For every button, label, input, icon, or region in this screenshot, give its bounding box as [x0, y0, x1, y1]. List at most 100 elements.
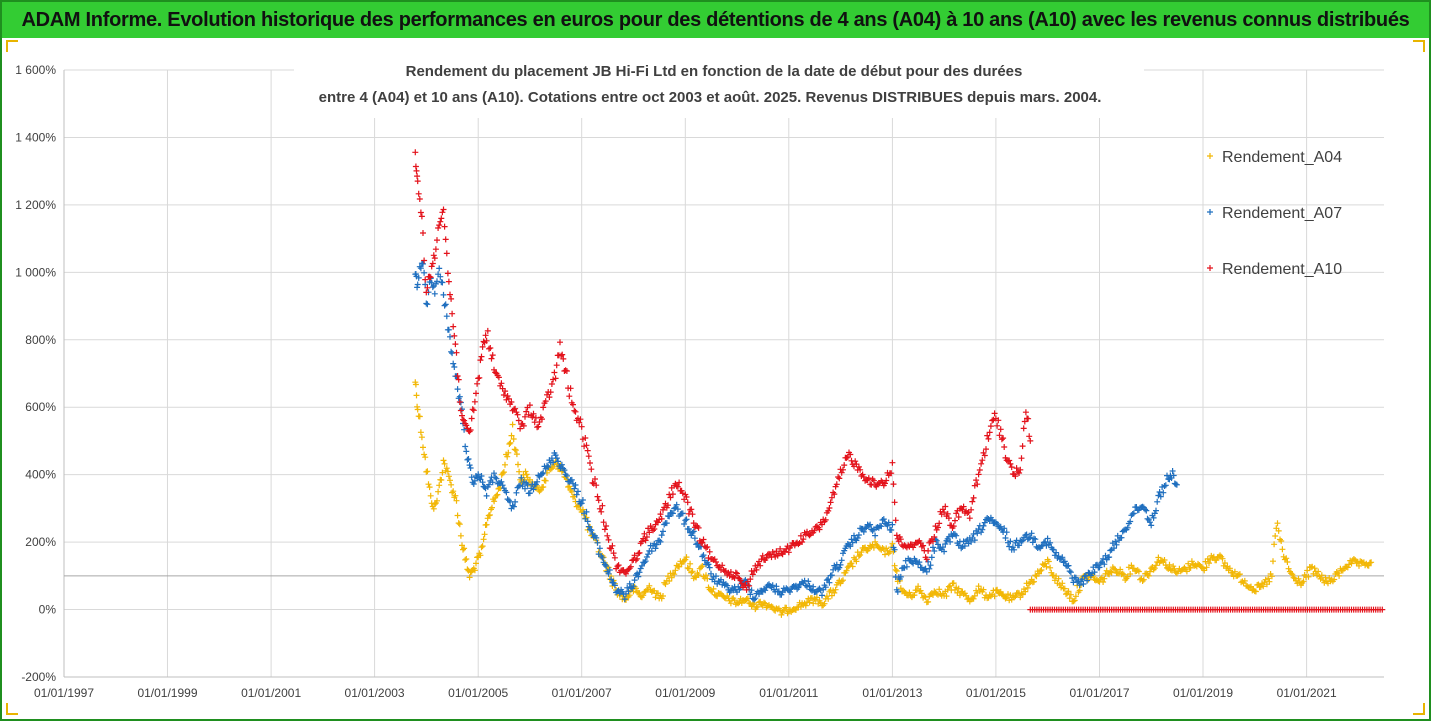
data-point [822, 516, 829, 523]
data-point [536, 488, 543, 495]
data-point [997, 426, 1004, 433]
data-point [1130, 510, 1137, 517]
data-point [1028, 530, 1035, 537]
data-point [665, 502, 671, 509]
data-point [461, 426, 468, 433]
data-point [674, 483, 681, 490]
data-point [1067, 569, 1074, 576]
data-point [657, 538, 664, 545]
data-point [870, 477, 877, 484]
data-point [1101, 561, 1108, 568]
data-point [492, 369, 499, 376]
data-point [884, 522, 891, 529]
data-point [872, 532, 879, 539]
data-point [1260, 583, 1267, 590]
data-point [588, 466, 595, 473]
data-point [558, 461, 565, 468]
data-point [660, 593, 666, 599]
data-point [865, 522, 872, 529]
data-point [917, 587, 924, 594]
data-point [1079, 576, 1086, 583]
data-point [513, 489, 520, 496]
data-point [638, 562, 645, 569]
data-point [985, 435, 992, 442]
data-point [420, 444, 426, 451]
data-point [461, 545, 468, 552]
data-point [480, 536, 487, 543]
data-point [468, 474, 475, 481]
data-point [462, 556, 469, 563]
data-point [578, 423, 585, 430]
data-point [1268, 573, 1275, 580]
data-point [439, 209, 446, 216]
data-point [530, 410, 537, 417]
data-point [806, 582, 813, 589]
data-point [610, 550, 617, 557]
data-point [1226, 565, 1233, 572]
data-point [457, 532, 464, 539]
data-point [1157, 493, 1164, 500]
data-point [979, 526, 986, 533]
data-point [970, 494, 977, 501]
data-point [1111, 545, 1117, 552]
data-point [1000, 435, 1007, 442]
data-point [1096, 564, 1103, 571]
data-point [635, 573, 642, 580]
data-point [1246, 584, 1253, 591]
data-point [1020, 425, 1027, 432]
data-point [708, 570, 714, 577]
data-point [463, 556, 470, 562]
data-point [679, 510, 686, 517]
data-point [592, 476, 598, 482]
data-point [611, 582, 618, 589]
data-point [825, 595, 832, 602]
data-point [1070, 579, 1077, 586]
data-point [916, 559, 923, 566]
data-point [688, 532, 695, 539]
y-tick-label: 0% [39, 603, 57, 617]
x-tick-label: 01/01/2003 [345, 686, 405, 700]
corner-mark-top-right [1413, 40, 1425, 52]
data-point [1118, 534, 1125, 541]
data-point [930, 544, 936, 551]
data-point [504, 393, 511, 399]
data-point [459, 412, 465, 419]
data-point [435, 488, 442, 495]
data-point [690, 528, 697, 535]
data-point [1106, 554, 1113, 561]
data-point [418, 213, 425, 220]
data-point [989, 417, 996, 424]
data-point [1002, 595, 1009, 602]
data-point [1173, 481, 1180, 488]
data-point [1164, 564, 1170, 571]
data-point [980, 522, 987, 529]
data-point [515, 461, 521, 468]
data-point [685, 526, 692, 532]
legend-label: Rendement_A10 [1222, 261, 1342, 278]
data-point [499, 470, 506, 477]
data-point [436, 482, 443, 489]
data-point [865, 475, 872, 482]
data-point [935, 524, 941, 531]
data-point [1315, 568, 1322, 575]
data-point [1265, 575, 1272, 582]
data-point [1305, 573, 1312, 580]
data-point [456, 393, 463, 400]
data-point [838, 469, 845, 476]
data-point [1019, 537, 1026, 544]
data-point [508, 399, 515, 405]
data-point [561, 467, 568, 474]
data-point [872, 538, 879, 545]
data-point [681, 521, 688, 527]
data-point [892, 566, 899, 573]
data-point [585, 523, 592, 530]
series-layer [412, 149, 1386, 618]
data-point [630, 583, 637, 590]
data-point [1022, 532, 1029, 539]
data-point [560, 355, 567, 362]
data-point [579, 497, 586, 503]
data-point [478, 353, 485, 360]
data-point [440, 206, 447, 213]
data-point [1147, 519, 1153, 526]
data-point [973, 477, 980, 484]
